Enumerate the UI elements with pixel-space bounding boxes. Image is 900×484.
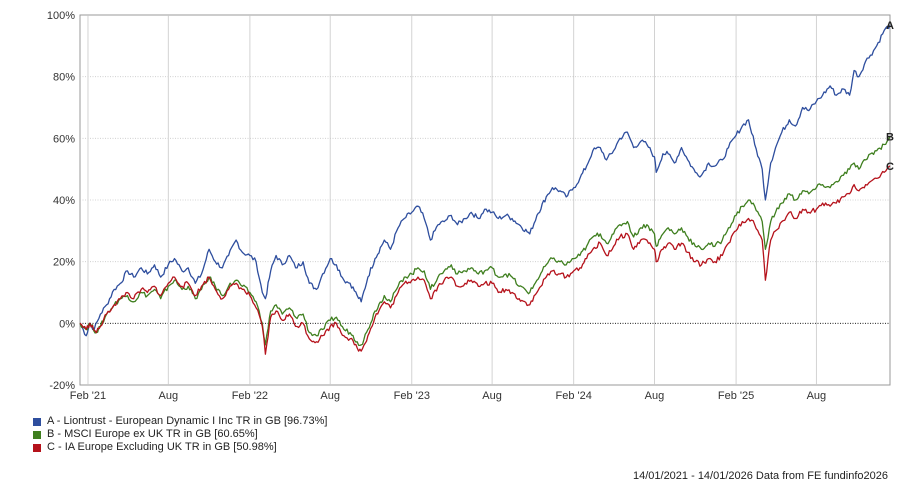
x-tick-label: Aug [482, 390, 502, 402]
legend-item: A - Liontrust - European Dynamic I Inc T… [33, 415, 327, 428]
chart-grid [79, 14, 891, 386]
line-chart: -20% 0% 20% 40% 60% 80% 100% Feb '21 Aug Feb '22 A… [47, 10, 894, 402]
y-tick-label: 0% [59, 318, 75, 330]
x-tick-label: Aug [807, 390, 827, 402]
legend-swatch [33, 443, 41, 452]
x-tick-label: Feb '22 [232, 390, 268, 402]
series-line [79, 24, 891, 337]
x-tick-label: Aug [158, 390, 178, 402]
chart-legend: A - Liontrust - European Dynamic I Inc T… [33, 415, 327, 454]
series-line [79, 136, 891, 347]
chart-footer: 14/01/2021 - 14/01/2026 Data from FE fun… [632, 470, 888, 482]
legend-swatch [33, 430, 41, 439]
y-tick-label: -20% [49, 380, 75, 392]
legend-item: B - MSCI Europe ex UK TR in GB [60.65%] [33, 428, 327, 441]
legend-label: C - IA Europe Excluding UK TR in GB [50.… [47, 441, 277, 453]
legend-label: A - Liontrust - European Dynamic I Inc T… [47, 415, 328, 427]
x-tick-label: Feb '21 [70, 390, 106, 402]
legend-label: B - MSCI Europe ex UK TR in GB [60.65%] [47, 428, 258, 440]
y-tick-label: 20% [53, 257, 75, 269]
x-tick-label: Feb '23 [394, 390, 430, 402]
series-end-label: A [886, 20, 894, 32]
y-tick-label: 100% [47, 10, 75, 22]
series-end-label: C [886, 161, 894, 173]
series-end-label: B [886, 131, 894, 143]
y-tick-label: 60% [53, 133, 75, 145]
legend-swatch [33, 417, 41, 426]
legend-item: C - IA Europe Excluding UK TR in GB [50.… [33, 441, 327, 454]
series-line [79, 165, 891, 355]
x-tick-label: Aug [320, 390, 340, 402]
series-end-labels: A B C [886, 20, 894, 173]
chart-series [79, 24, 891, 355]
x-tick-label: Feb '24 [556, 390, 592, 402]
y-tick-label: 40% [53, 195, 75, 207]
chart-axes: -20% 0% 20% 40% 60% 80% 100% Feb '21 Aug Feb '22 A… [47, 10, 826, 402]
x-tick-label: Feb '25 [718, 390, 754, 402]
x-tick-label: Aug [645, 390, 665, 402]
y-tick-label: 80% [53, 72, 75, 84]
